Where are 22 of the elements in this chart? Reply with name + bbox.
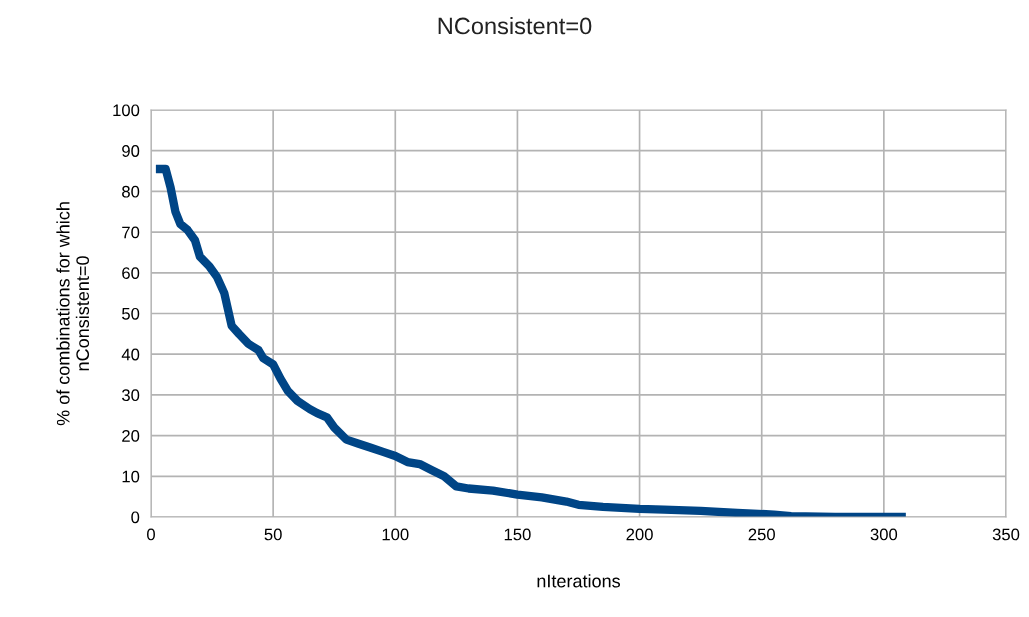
x-tick-label: 250 [748,528,775,541]
y-tick-label: 30 [121,389,140,402]
y-tick-label: 20 [122,430,140,442]
x-tick-label: 50 [264,528,282,541]
y-tick-label: 10 [122,470,140,483]
y-tick-label: 40 [121,348,140,361]
y-axis-title: % of combinations for which nConsistent=0 [56,202,90,426]
x-tick-label: 200 [626,528,653,541]
y-tick-label: 50 [122,307,140,320]
chart-title: NConsistent=0 [438,17,592,35]
x-tick-label: 150 [504,528,531,541]
y-tick-label: 0 [131,511,140,524]
y-tick-label: 70 [122,226,140,239]
x-tick-label: 100 [382,528,409,541]
y-tick-label: 100 [113,104,140,117]
y-tick-label: 80 [122,185,140,198]
x-tick-label: 300 [870,528,898,541]
x-tick-label: 350 [992,528,1020,541]
x-tick-label: 0 [147,528,155,541]
x-axis-title: nIterations [537,574,621,588]
y-tick-label: 90 [122,145,140,157]
y-tick-label: 60 [122,267,140,279]
